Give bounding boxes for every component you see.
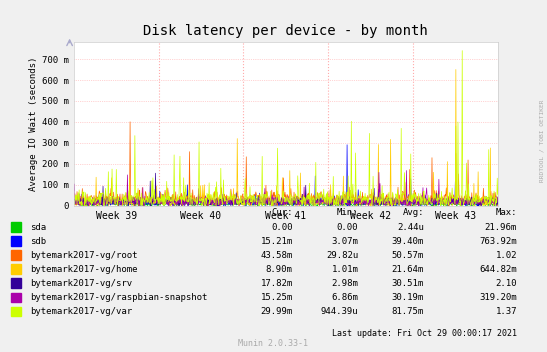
Text: 8.90m: 8.90m: [266, 265, 293, 274]
Text: 1.01m: 1.01m: [331, 265, 358, 274]
Text: Max:: Max:: [496, 208, 517, 217]
Text: 2.98m: 2.98m: [331, 279, 358, 288]
Text: 81.75m: 81.75m: [392, 307, 424, 316]
Text: 29.99m: 29.99m: [260, 307, 293, 316]
Text: RRDTOOL / TOBI OETIKER: RRDTOOL / TOBI OETIKER: [539, 100, 544, 182]
Text: 30.51m: 30.51m: [392, 279, 424, 288]
Text: 0.00: 0.00: [271, 222, 293, 232]
Text: 1.02: 1.02: [496, 251, 517, 260]
Text: bytemark2017-vg/srv: bytemark2017-vg/srv: [30, 279, 132, 288]
Text: Min:: Min:: [337, 208, 358, 217]
Text: bytemark2017-vg/root: bytemark2017-vg/root: [30, 251, 138, 260]
Text: 2.44u: 2.44u: [397, 222, 424, 232]
Text: 43.58m: 43.58m: [260, 251, 293, 260]
Text: 763.92m: 763.92m: [479, 237, 517, 246]
Text: 30.19m: 30.19m: [392, 293, 424, 302]
Text: bytemark2017-vg/home: bytemark2017-vg/home: [30, 265, 138, 274]
Text: 17.82m: 17.82m: [260, 279, 293, 288]
Text: bytemark2017-vg/raspbian-snapshot: bytemark2017-vg/raspbian-snapshot: [30, 293, 207, 302]
Title: Disk latency per device - by month: Disk latency per device - by month: [143, 24, 428, 38]
Text: 1.37: 1.37: [496, 307, 517, 316]
Text: 29.82u: 29.82u: [326, 251, 358, 260]
Text: Last update: Fri Oct 29 00:00:17 2021: Last update: Fri Oct 29 00:00:17 2021: [332, 329, 517, 338]
Text: 21.96m: 21.96m: [485, 222, 517, 232]
Text: 21.64m: 21.64m: [392, 265, 424, 274]
Text: Avg:: Avg:: [403, 208, 424, 217]
Text: 3.07m: 3.07m: [331, 237, 358, 246]
Text: bytemark2017-vg/var: bytemark2017-vg/var: [30, 307, 132, 316]
Text: 2.10: 2.10: [496, 279, 517, 288]
Text: 319.20m: 319.20m: [479, 293, 517, 302]
Text: sda: sda: [30, 222, 46, 232]
Text: 6.86m: 6.86m: [331, 293, 358, 302]
Text: 0.00: 0.00: [337, 222, 358, 232]
Text: 50.57m: 50.57m: [392, 251, 424, 260]
Text: Munin 2.0.33-1: Munin 2.0.33-1: [238, 339, 309, 348]
Text: sdb: sdb: [30, 237, 46, 246]
Y-axis label: Average IO Wait (seconds): Average IO Wait (seconds): [29, 57, 38, 191]
Text: 644.82m: 644.82m: [479, 265, 517, 274]
Text: 944.39u: 944.39u: [321, 307, 358, 316]
Text: 15.25m: 15.25m: [260, 293, 293, 302]
Text: 15.21m: 15.21m: [260, 237, 293, 246]
Text: Cur:: Cur:: [271, 208, 293, 217]
Text: 39.40m: 39.40m: [392, 237, 424, 246]
